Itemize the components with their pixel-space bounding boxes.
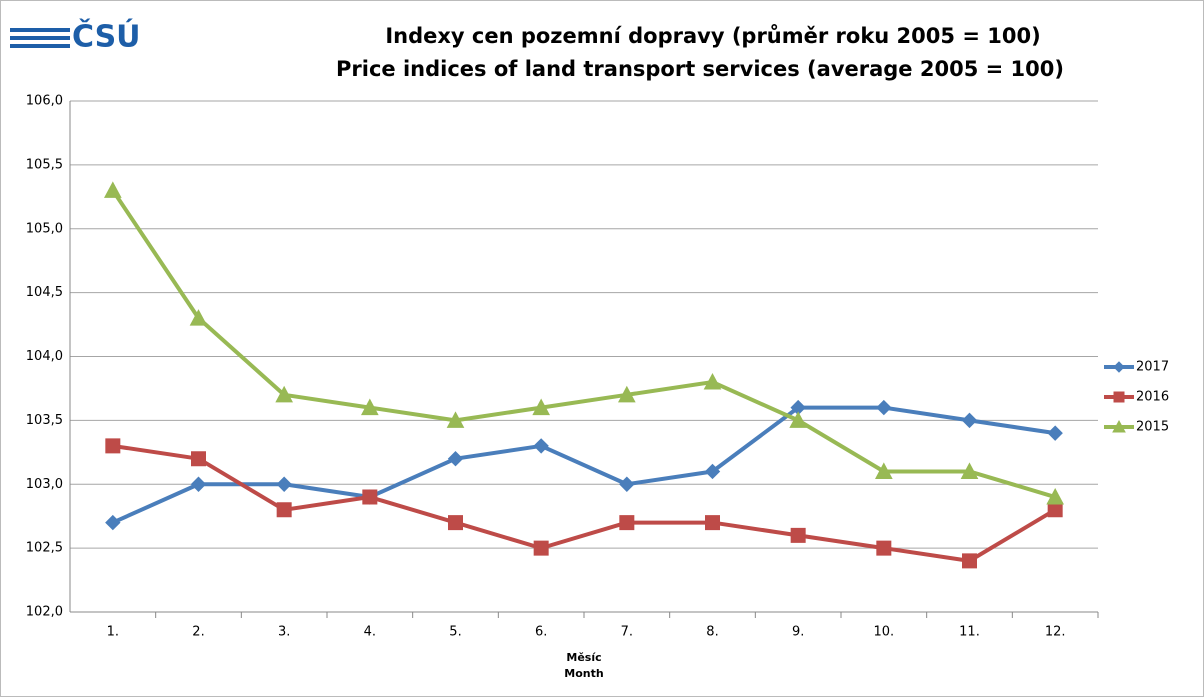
x-axis-label: Month [564,667,603,680]
marker [619,476,635,492]
marker [1046,487,1064,505]
marker [876,540,892,556]
x-tick-label: 10. [873,625,894,640]
marker [448,515,463,531]
x-tick-label: 6. [535,625,547,640]
marker [790,527,806,543]
legend-label: 2016 [1136,390,1169,405]
marker [1047,502,1063,518]
marker [362,489,378,505]
x-tick-label: 5. [449,625,461,640]
logo: ČSÚ [72,18,141,55]
x-tick-label: 4. [364,625,376,640]
y-tick-label: 102,0 [26,605,63,620]
chart-title: Indexy cen pozemní dopravy (průměr roku … [385,24,1040,48]
y-tick-label: 105,5 [26,157,63,172]
x-tick-label: 2. [192,625,204,640]
marker [703,372,722,390]
series-line [112,405,1056,525]
logo-stripes [10,28,70,48]
marker [104,181,122,198]
series-line [111,189,1056,499]
marker [446,411,465,428]
marker [361,398,379,416]
legend-label: 2017 [1136,360,1169,375]
x-tick-label: 9. [792,625,804,640]
x-axis-label: Měsíc [566,651,601,664]
y-tick-label: 104,0 [26,349,63,364]
y-tick-label: 103,0 [26,477,63,492]
marker [276,476,292,492]
marker [190,476,207,492]
x-tick-label: 1. [107,625,119,640]
chart-title: Price indices of land transport services… [336,57,1064,81]
y-tick-label: 105,0 [26,221,63,236]
y-tick-label: 104,5 [26,285,63,300]
marker [960,462,979,479]
y-tick-label: 103,5 [26,413,63,428]
marker [533,438,549,454]
legend-label: 2015 [1136,420,1169,435]
marker [962,553,977,569]
legend-marker [1113,391,1125,403]
marker [789,411,808,428]
y-tick-label: 106,0 [26,94,63,109]
marker [705,515,720,531]
marker [533,540,549,556]
marker [189,309,208,326]
marker [276,502,292,518]
x-tick-label: 11. [959,625,980,640]
marker [961,412,978,429]
x-tick-label: 12. [1045,625,1066,640]
marker [275,385,293,403]
marker [704,463,721,480]
marker [447,450,464,467]
legend-marker [1113,361,1125,373]
x-tick-label: 3. [278,625,290,640]
legend-marker [1112,419,1126,433]
marker [191,451,206,467]
x-tick-label: 8. [706,625,718,640]
marker [619,515,635,531]
marker [617,385,636,403]
y-tick-label: 102,5 [26,541,63,556]
marker [105,438,121,454]
marker [532,398,551,416]
marker [105,514,121,531]
marker [876,399,892,416]
series-line [112,443,1057,563]
marker [1047,425,1063,441]
marker [874,462,893,479]
x-tick-label: 7. [621,625,633,640]
